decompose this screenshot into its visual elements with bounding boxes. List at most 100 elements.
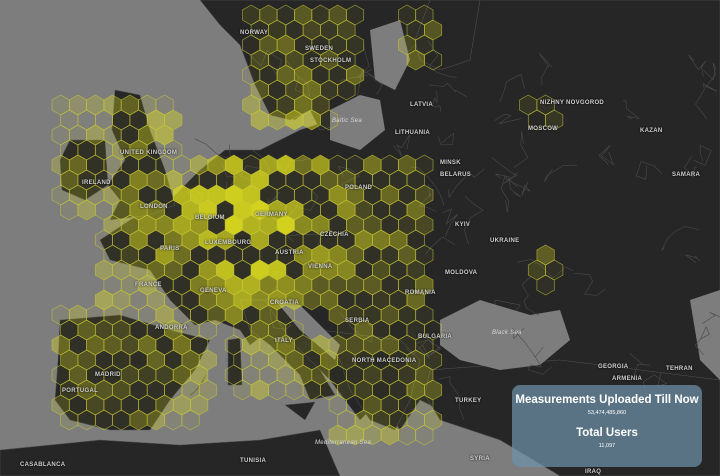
map-label: Turkey — [455, 398, 482, 404]
map-label: Latvia — [410, 102, 434, 108]
border-line — [189, 375, 206, 396]
hexbin-cell[interactable] — [536, 274, 555, 296]
border-line — [495, 173, 522, 198]
border-line — [685, 254, 701, 264]
border-line — [544, 165, 577, 182]
hexbin-cell[interactable] — [337, 79, 356, 101]
border-line — [695, 83, 718, 119]
map-label: Moscow — [528, 126, 559, 132]
map-label: Czechia — [320, 232, 349, 238]
border-line — [661, 226, 700, 251]
map-label: Italy — [275, 338, 293, 344]
map-label: Belgium — [195, 215, 225, 221]
border-line — [463, 196, 484, 245]
map-label: United Kingdom — [120, 150, 178, 156]
map-label: Syria — [470, 456, 490, 462]
border-line — [194, 138, 231, 160]
border-line — [500, 175, 518, 213]
map-label: London — [140, 204, 168, 210]
hexbin-cell[interactable] — [320, 109, 339, 131]
border-line — [438, 376, 465, 420]
map-label: Poland — [345, 185, 373, 191]
border-line — [693, 144, 712, 166]
border-line — [427, 40, 457, 78]
country-borders — [187, 40, 720, 420]
border-line — [521, 275, 539, 316]
border-line — [499, 73, 525, 103]
border-line — [635, 161, 663, 180]
black-sea — [440, 300, 570, 370]
map-label: Luxembourg — [205, 240, 252, 246]
border-line — [629, 353, 651, 376]
map-label: Austria — [275, 250, 304, 256]
map-label: Armenia — [612, 376, 643, 382]
hexbin-layer — [51, 4, 564, 446]
map-label: Serbia — [345, 318, 370, 324]
map-label: North Macedonia — [352, 358, 417, 364]
border-line — [688, 54, 707, 77]
border-line — [438, 132, 454, 145]
measurements-title: Measurements Uploaded Till Now — [515, 394, 699, 406]
map-label: Vienna — [308, 264, 333, 270]
border-line — [426, 338, 442, 356]
map-label: Casablanca — [20, 462, 66, 468]
hexbin-cell[interactable] — [545, 109, 564, 131]
sea-label: Baltic Sea — [332, 118, 363, 124]
border-line — [418, 184, 437, 212]
map-label: Samara — [672, 172, 701, 178]
map-label: Ireland — [82, 180, 111, 186]
north-africa — [0, 429, 341, 476]
map-label: Croatia — [270, 300, 299, 306]
map-label: Nizhny Novgorod — [540, 100, 605, 106]
map-label: Geneva — [200, 288, 227, 294]
border-line — [702, 311, 720, 324]
hexbin-cell[interactable] — [181, 409, 200, 431]
sea-label: Mediterranean Sea — [315, 440, 372, 446]
border-line — [494, 113, 522, 124]
great-britain — [107, 89, 176, 221]
map-label: Iraq — [585, 469, 602, 475]
border-line — [517, 258, 573, 279]
border-line — [527, 356, 553, 375]
map-label: Germany — [255, 212, 288, 218]
measurements-value: 53,474,485,860 — [587, 410, 627, 416]
iberia — [54, 314, 211, 431]
border-line — [448, 168, 485, 198]
hexbin-cell[interactable] — [424, 49, 443, 71]
gulf-of-bothnia — [370, 20, 410, 90]
border-line — [425, 237, 456, 255]
border-line — [642, 372, 668, 396]
border-line — [411, 166, 445, 206]
map-label: Kazan — [640, 128, 663, 134]
border-line — [574, 272, 606, 296]
border-line — [513, 131, 529, 168]
border-line — [703, 62, 716, 88]
inland-seas — [275, 20, 720, 380]
border-line — [512, 327, 544, 358]
map-label: Portugal — [62, 388, 99, 394]
adriatic-sea — [275, 300, 340, 360]
caspian-sea — [690, 290, 720, 380]
map-label: Andorra — [155, 325, 188, 331]
map-label: Romania — [405, 290, 436, 296]
border-line — [598, 144, 615, 166]
border-line — [622, 100, 640, 120]
users-title: Total Users — [576, 427, 638, 439]
map-label: Georgia — [598, 364, 629, 370]
map-label: Tunisia — [240, 458, 267, 464]
map-label: Paris — [160, 246, 180, 252]
map-label: Madrid — [95, 372, 121, 378]
balkans-greece — [319, 329, 421, 431]
map-label: Stockholm — [310, 58, 352, 64]
map-label: Lithuania — [395, 130, 431, 136]
map-label: Sweden — [305, 46, 334, 52]
map-label: Minsk — [440, 160, 461, 166]
map-label: Ukraine — [490, 238, 520, 244]
sea-label: Black Sea — [492, 330, 522, 336]
stats-panel: Measurements Uploaded Till Now 53,474,48… — [512, 385, 702, 467]
hexbin-cell[interactable] — [415, 424, 434, 446]
border-line — [432, 90, 441, 112]
sardinia-corsica — [227, 337, 243, 386]
border-line — [406, 339, 430, 359]
